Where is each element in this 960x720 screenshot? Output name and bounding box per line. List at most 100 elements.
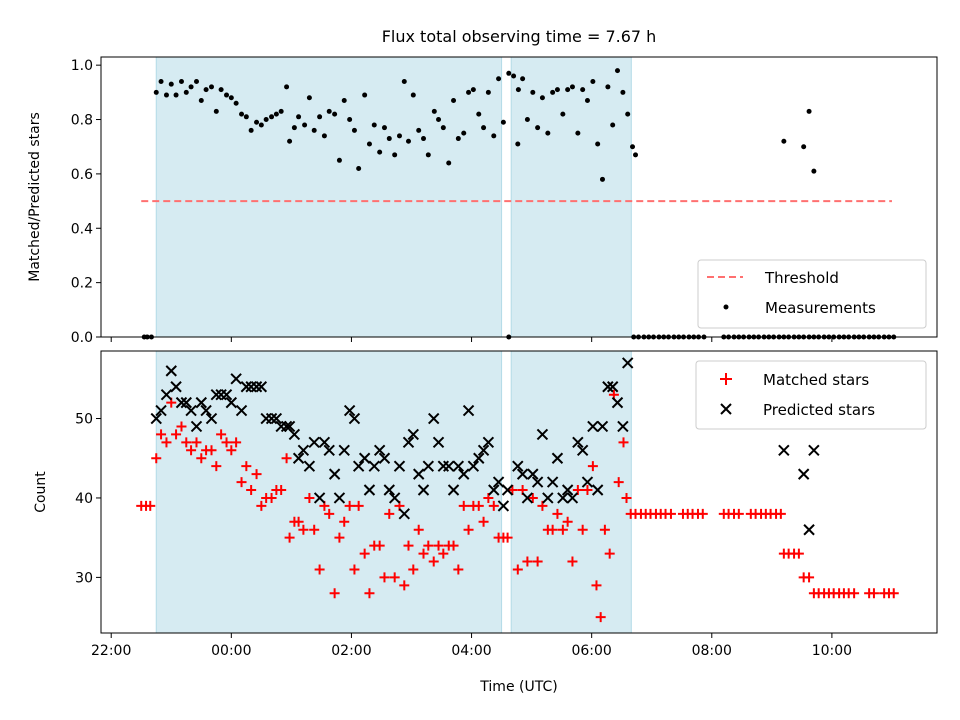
matched-star-point <box>793 548 804 559</box>
predicted-star-point <box>383 484 395 496</box>
matched-star-point <box>512 564 523 575</box>
measurement-point <box>625 111 631 117</box>
measurement-point <box>392 152 398 158</box>
measurement-point <box>550 89 556 95</box>
predicted-star-point <box>165 365 177 377</box>
measurement-point <box>580 87 586 93</box>
predicted-star-point <box>328 468 341 480</box>
measurement-point <box>188 84 194 90</box>
measurement-point <box>321 133 327 139</box>
predicted-star-point <box>240 381 253 393</box>
measurement-point <box>273 111 279 117</box>
measurement-point <box>500 119 506 125</box>
predicted-star-point <box>160 388 173 401</box>
measurement-point <box>560 111 566 117</box>
predicted-star-point <box>402 436 415 449</box>
x-tick-label: 00:00 <box>211 643 251 659</box>
top-legend: Threshold Measurements <box>697 259 927 329</box>
predicted-star-point <box>501 484 514 496</box>
measurement-point <box>565 87 571 93</box>
matched-star-point <box>591 580 602 591</box>
predicted-star-point <box>333 492 346 504</box>
matched-star-point <box>344 500 355 511</box>
matched-star-point <box>276 485 287 496</box>
measurement-point <box>614 68 620 74</box>
measurement-point <box>401 78 407 84</box>
measurement-point <box>239 111 245 117</box>
predicted-star-point <box>611 396 624 409</box>
matched-star-point <box>532 556 543 567</box>
measurement-point <box>326 108 332 114</box>
measurement-point <box>243 114 249 120</box>
bottom-legend-box <box>695 360 927 430</box>
measurement-point <box>173 92 179 98</box>
matched-star-point <box>595 612 606 623</box>
predicted-star-point <box>318 436 331 449</box>
matched-star-point <box>433 540 444 551</box>
predicted-star-point <box>288 428 301 441</box>
top-y-tick-label: 0.8 <box>71 113 93 129</box>
measurement-point <box>461 130 467 136</box>
measurement-point <box>511 73 517 79</box>
measurement-point <box>356 165 362 171</box>
measurement-point <box>347 117 353 123</box>
predicted-star-point <box>497 500 510 512</box>
matched-star-point <box>507 485 518 496</box>
predicted-star-point <box>175 396 188 409</box>
measurement-point <box>163 92 169 98</box>
measurement-point <box>371 122 377 128</box>
matched-star-point <box>176 421 187 432</box>
predicted-star-point <box>255 381 268 393</box>
measurement-point <box>405 138 411 144</box>
predicted-star-point <box>393 460 406 472</box>
predicted-star-point <box>313 492 326 504</box>
measurement-point <box>224 92 230 98</box>
top-y-axis-label: Matched/Predicted stars <box>27 112 43 282</box>
measurement-point <box>481 125 487 131</box>
matched-star-point <box>389 572 400 583</box>
matched-star-point <box>266 492 277 503</box>
predicted-star-point <box>516 468 529 480</box>
predicted-star-point <box>195 396 208 409</box>
measurement-point <box>269 114 275 120</box>
predicted-star-point <box>220 388 233 401</box>
predicted-star-point <box>428 412 440 425</box>
predicted-star-point <box>581 476 594 488</box>
matched-star-point <box>697 508 708 519</box>
measurement-point <box>153 89 159 95</box>
top-observing-span <box>510 56 632 338</box>
measurement-point <box>515 87 521 93</box>
predicted-star-point <box>452 460 465 472</box>
measurement-point <box>446 160 452 166</box>
legend-predicted-swatch <box>720 403 732 415</box>
measurement-point <box>470 87 476 93</box>
predicted-star-point <box>308 436 320 449</box>
matched-star-point <box>359 548 370 559</box>
measurement-point <box>396 133 402 139</box>
predicted-star-point <box>230 373 242 385</box>
matched-star-point <box>298 524 309 535</box>
measurement-point <box>341 97 347 103</box>
measurement-point <box>317 114 323 120</box>
measurement-point <box>539 95 545 101</box>
matched-star-point <box>186 445 197 456</box>
matched-star-point <box>665 508 676 519</box>
top-y-tick-label: 1.0 <box>71 58 93 74</box>
predicted-star-point <box>422 460 435 472</box>
matched-star-point <box>251 469 262 480</box>
measurement-point <box>605 84 611 90</box>
measurement-point <box>381 125 387 131</box>
measurement-point <box>377 149 383 155</box>
measurement-point <box>425 152 431 158</box>
matched-star-point <box>374 540 385 551</box>
measurement-point <box>455 136 461 142</box>
predicted-star-point <box>417 484 430 496</box>
measurement-point <box>263 117 269 123</box>
predicted-star-point <box>621 357 634 369</box>
measurement-point <box>248 127 254 133</box>
predicted-star-point <box>458 468 470 480</box>
matched-star-point <box>604 548 615 559</box>
measurement-point <box>178 78 184 84</box>
measurement-point <box>575 130 581 136</box>
